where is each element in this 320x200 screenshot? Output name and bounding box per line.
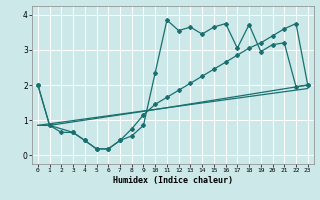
X-axis label: Humidex (Indice chaleur): Humidex (Indice chaleur) <box>113 176 233 185</box>
